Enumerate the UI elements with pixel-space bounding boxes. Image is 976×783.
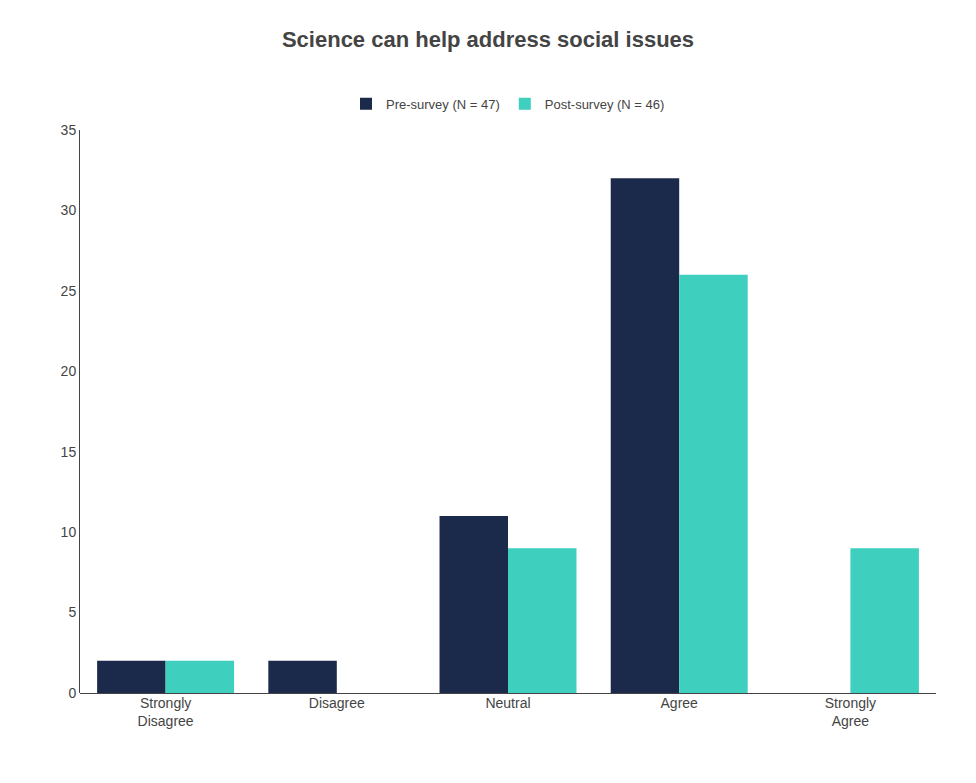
svg-text:Pre-survey (N = 47): Pre-survey (N = 47): [386, 97, 500, 112]
svg-text:Post-survey (N = 46): Post-survey (N = 46): [545, 97, 665, 112]
svg-text:30: 30: [61, 202, 77, 218]
svg-text:Science can help address socia: Science can help address social issues: [282, 27, 694, 52]
svg-text:StronglyDisagree: StronglyDisagree: [138, 695, 194, 729]
svg-text:Disagree: Disagree: [309, 695, 365, 711]
svg-text:5: 5: [68, 604, 76, 620]
svg-text:35: 35: [61, 122, 77, 138]
svg-text:StronglyAgree: StronglyAgree: [825, 695, 876, 729]
svg-text:Agree: Agree: [661, 695, 699, 711]
svg-text:0: 0: [68, 685, 76, 701]
svg-text:15: 15: [61, 444, 77, 460]
svg-text:10: 10: [61, 524, 77, 540]
svg-text:Neutral: Neutral: [485, 695, 530, 711]
svg-text:20: 20: [61, 363, 77, 379]
svg-text:25: 25: [61, 283, 77, 299]
